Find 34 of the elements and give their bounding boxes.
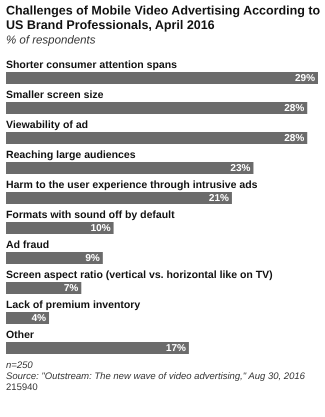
y-tick-label: Harm to the user experience through intrusive ads [6, 179, 258, 191]
text: n=250 [6, 360, 34, 371]
y-tick-label: Viewability of ad [6, 119, 88, 131]
bar [6, 72, 318, 84]
y-tick-label: Shorter consumer attention spans [6, 59, 178, 71]
data-label: 28% [284, 103, 304, 114]
bar [6, 192, 232, 204]
bar [6, 162, 254, 174]
data-label: 23% [230, 163, 251, 174]
data-label: 29% [294, 73, 316, 84]
y-tick-label: Ad fraud [6, 239, 50, 251]
chart-subtitle: % of respondents [6, 34, 96, 46]
y-tick-label: Formats with sound off by default [6, 209, 176, 221]
data-label: 10% [90, 223, 111, 234]
data-label: 4% [32, 313, 46, 324]
y-tick-label: Reaching large audiences [6, 149, 136, 161]
bar [6, 222, 114, 234]
y-tick-label: Lack of premium inventory [6, 299, 140, 311]
data-label: 21% [208, 193, 230, 204]
bar [6, 282, 82, 294]
bar [6, 252, 103, 264]
source-note: Source: "Outstream: The new wave of video advertising," Aug 30, 2016 [6, 371, 306, 382]
data-label: 17% [166, 343, 186, 354]
data-label: 7% [64, 283, 78, 294]
chart-title: Challenges of Mobile Video Advertising According to US Brand Professionals, April 2016 [6, 4, 321, 32]
y-tick-label: Other [6, 329, 34, 341]
y-tick-label: Screen aspect ratio (vertical vs. horizontal like on TV) [6, 269, 273, 281]
bar [6, 342, 189, 354]
data-label: 9% [85, 253, 100, 264]
data-label: 28% [284, 133, 304, 144]
text: 215940 [6, 382, 39, 393]
y-tick-label: Smaller screen size [6, 89, 104, 101]
bar [6, 132, 308, 144]
bar [6, 102, 308, 114]
